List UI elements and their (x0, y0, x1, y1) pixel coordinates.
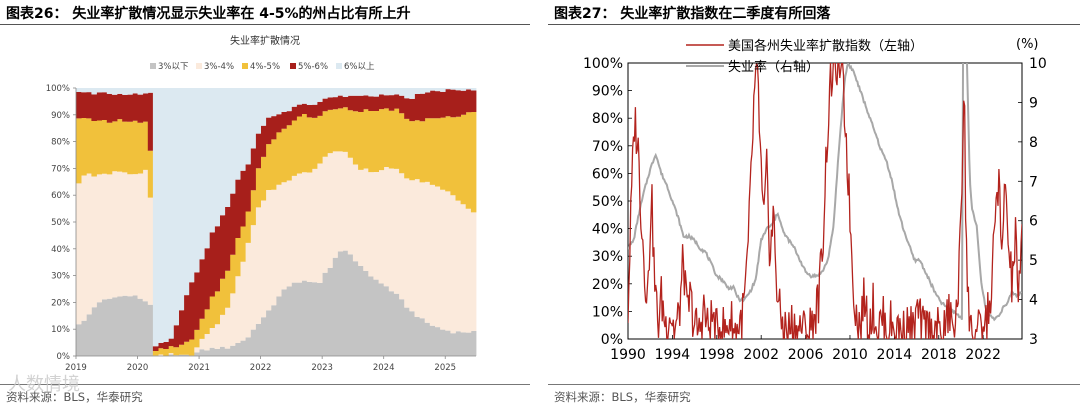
right-yright-tick-label-0: 3 (1029, 332, 1038, 348)
left-y-tick-label-10: 100% (46, 84, 70, 94)
right-yleft-tick-label-4: 40% (592, 222, 623, 238)
right-yright-tick-label-5: 8 (1029, 135, 1038, 151)
left-y-tick-label-2: 20% (51, 298, 70, 308)
left-source-note: 资料来源：BLS，华泰研究 (6, 390, 143, 404)
left-y-tick-label-8: 80% (51, 138, 70, 148)
left-source-rule (0, 384, 530, 385)
right-yright-tick-label-1: 4 (1029, 293, 1038, 309)
legend-label-diffusion: 美国各州失业率扩散指数（左轴） (728, 38, 923, 54)
right-x-tick-label-0: 1990 (610, 347, 646, 363)
right-yleft-tick-label-1: 10% (592, 304, 623, 320)
left-x-tick-label-3: 2022 (250, 363, 272, 373)
right-yleft-tick-label-2: 20% (592, 277, 623, 293)
left-chart-title: 失业率扩散情况 (230, 34, 300, 47)
legend-swatch-1 (196, 63, 202, 69)
left-x-tick-label-2: 2021 (188, 363, 210, 373)
right-title-rule (548, 24, 1080, 25)
legend-label-3: 5%-6% (298, 62, 328, 72)
right-yleft-tick-label-5: 50% (592, 194, 623, 210)
legend-label-unemployment: 失业率（右轴） (728, 59, 819, 75)
area-series-4 (76, 88, 477, 347)
right-yright-tick-label-6: 9 (1029, 95, 1038, 111)
right-yleft-tick-label-0: 0% (601, 332, 623, 348)
right-yright-tick-label-4: 7 (1029, 174, 1038, 190)
legend-swatch-0 (150, 63, 156, 69)
right-x-tick-label-4: 2006 (788, 347, 824, 363)
right-x-tick-label-1: 1994 (655, 347, 691, 363)
left-figure-panel: 图表26： 失业率扩散情况显示失业率在 4-5%的州占比有所上升 失业率扩散情况… (0, 0, 530, 408)
right-yleft-tick-label-7: 70% (592, 139, 623, 155)
right-yleft-tick-label-10: 100% (583, 56, 623, 72)
left-chart: 失业率扩散情况 3%以下 3%-4% 4%-5% 5%-6% 6%以上 0% 10% 20% 30… (46, 34, 477, 373)
right-source-note: 资料来源：BLS，华泰研究 (554, 390, 691, 404)
right-x-tick-label-7: 2018 (921, 347, 957, 363)
left-x-tick-label-6: 2025 (434, 363, 456, 373)
right-figure-title: 图表27： 失业率扩散指数在二季度有所回落 (554, 6, 831, 22)
right-yright-unit: (%) (1016, 37, 1039, 52)
right-yleft-tick-label-3: 30% (592, 249, 623, 265)
left-x-tick-label-5: 2024 (373, 363, 395, 373)
legend-swatch-4 (336, 63, 342, 69)
right-source-rule (548, 384, 1080, 385)
left-y-tick-label-1: 10% (51, 325, 70, 335)
left-y-tick-label-4: 40% (51, 245, 70, 255)
left-y-tick-label-9: 90% (51, 111, 70, 121)
right-x-tick-label-3: 2002 (743, 347, 779, 363)
left-y-tick-label-6: 60% (51, 191, 70, 201)
left-y-tick-label-3: 30% (51, 272, 70, 282)
area-series-1 (76, 151, 477, 356)
right-x-tick-label-6: 2014 (877, 347, 913, 363)
right-yleft-tick-label-6: 60% (592, 166, 623, 182)
left-figure-title: 图表26： 失业率扩散情况显示失业率在 4-5%的州占比有所上升 (6, 6, 411, 22)
right-yleft-tick-label-9: 90% (592, 84, 623, 100)
left-x-tick-label-0: 2019 (65, 363, 87, 373)
right-yright-tick-label-2: 5 (1029, 253, 1038, 269)
legend-swatch-3 (290, 63, 296, 69)
diffusion-index-line (628, 63, 1022, 339)
right-chart: 0% 10% 20% 30% 40% 50% 60% 70% 80% 90% 100% 3 4 5 6 7 8 9… (583, 37, 1047, 363)
legend-swatch-2 (242, 63, 248, 69)
left-y-tick-label-0: 0% (57, 352, 71, 362)
legend-label-4: 6%以上 (344, 62, 375, 72)
right-yright-tick-label-3: 6 (1029, 214, 1038, 230)
area-series-3 (76, 89, 477, 351)
legend-label-1: 3%-4% (204, 62, 234, 72)
left-y-tick-label-5: 50% (51, 218, 70, 228)
right-x-tick-label-5: 2010 (832, 347, 868, 363)
left-x-tick-label-1: 2020 (127, 363, 149, 373)
watermark-text: 人数情境 (8, 374, 80, 395)
right-yright-tick-label-7: 10 (1029, 56, 1047, 72)
left-y-tick-label-7: 70% (51, 164, 70, 174)
left-title-rule (0, 24, 530, 25)
left-x-tick-label-4: 2023 (311, 363, 333, 373)
right-figure-panel: 图表27： 失业率扩散指数在二季度有所回落 0% 10% 20% 30% 40% 50% 6… (548, 0, 1080, 408)
right-yleft-tick-label-8: 80% (592, 111, 623, 127)
area-series-2 (76, 107, 477, 356)
right-x-tick-label-8: 2022 (965, 347, 1001, 363)
legend-label-2: 4%-5% (250, 62, 280, 72)
legend-label-0: 3%以下 (158, 62, 189, 72)
right-x-tick-label-2: 1998 (699, 347, 735, 363)
